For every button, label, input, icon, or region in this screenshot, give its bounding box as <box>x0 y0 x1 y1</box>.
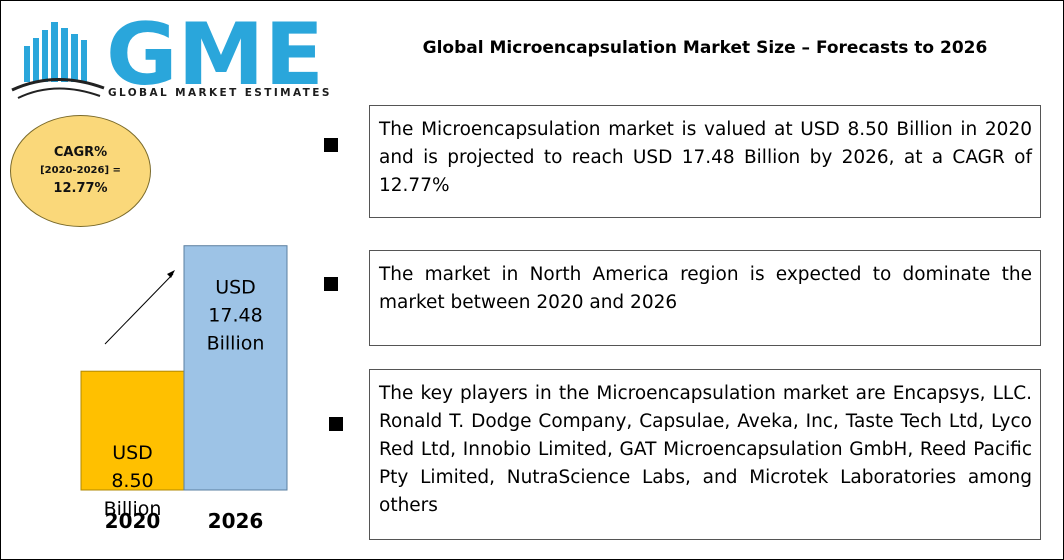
category-label-2026: 2026 <box>208 509 264 533</box>
bullet-square <box>324 138 338 152</box>
logo-brand-letters: GME <box>106 14 324 90</box>
info-box-valuation: The Microencapsulation market is valued … <box>369 105 1041 218</box>
bar-2020 <box>80 370 185 491</box>
growth-arrow-head <box>167 270 175 278</box>
logo-tagline: GLOBAL MARKET ESTIMATES <box>108 87 332 99</box>
data-label-2020: USD 8.50 Billion <box>104 442 162 520</box>
cagr-label: CAGR% <box>53 145 108 160</box>
cagr-period: [2020-2026] = <box>40 165 121 176</box>
page-title: Global Microencapsulation Market Size – … <box>422 38 988 58</box>
data-label-2026: USD 17.48 Billion <box>207 277 265 355</box>
logo-building-icon <box>11 22 105 99</box>
growth-arrow-line <box>104 273 174 345</box>
bars-layer <box>80 245 288 491</box>
bullet-square <box>324 277 338 291</box>
bullet-square <box>329 417 343 431</box>
info-box-key-players: The key players in the Microencapsulatio… <box>369 369 1041 540</box>
cagr-bubble: CAGR% [2020-2026] = 12.77% <box>10 115 151 227</box>
bar-2026 <box>183 245 288 491</box>
logo-brand-text: GME <box>106 14 324 90</box>
category-label-2020: 2020 <box>105 509 161 533</box>
info-box-region: The market in North America region is ex… <box>369 250 1041 346</box>
cagr-value: 12.77% <box>53 181 108 196</box>
